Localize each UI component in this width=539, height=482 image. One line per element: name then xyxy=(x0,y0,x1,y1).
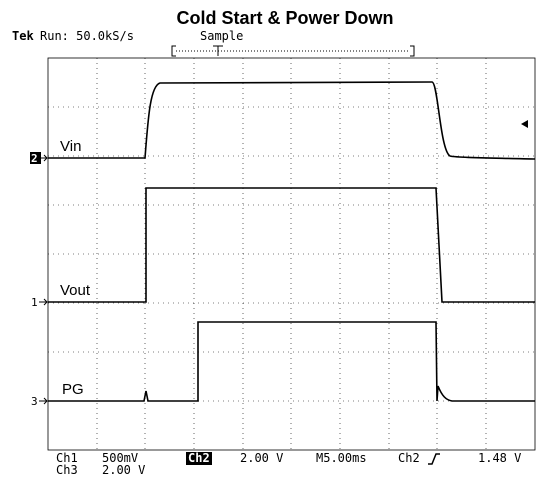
footer-text: 2.00 V xyxy=(240,451,283,465)
footer-text: 500mV xyxy=(102,451,138,465)
footer-text: 1.48 V xyxy=(478,451,521,465)
graticule xyxy=(47,57,536,451)
footer-text: Ch2 xyxy=(188,451,210,465)
footer-text: M5.00ms xyxy=(316,451,367,465)
ch2-box xyxy=(186,452,212,465)
channel-marker-box xyxy=(30,152,41,164)
trace-label: PG xyxy=(62,381,84,398)
mode: Sample xyxy=(200,29,243,43)
trace-pg xyxy=(48,321,535,402)
title: Cold Start & Power Down xyxy=(176,8,393,28)
record-bracket xyxy=(171,45,415,57)
footer-text: Ch3 xyxy=(56,463,78,477)
brand: Tek xyxy=(12,29,34,43)
trigger-slope-icon xyxy=(428,453,440,465)
channel-marker: 1 xyxy=(31,296,38,309)
trace-vin xyxy=(48,81,536,160)
trace-label: Vout xyxy=(60,282,91,299)
marker-arrow xyxy=(39,397,48,405)
trigger-level-marker xyxy=(521,120,528,128)
status: Run: 50.0kS/s xyxy=(40,29,134,43)
marker-arrow xyxy=(41,154,48,162)
trace-label: Vin xyxy=(60,138,81,155)
footer-text: Ch1 xyxy=(56,451,78,465)
trace-vout xyxy=(48,187,535,303)
footer-text: 2.00 V xyxy=(102,463,145,477)
marker-arrow xyxy=(39,298,48,306)
channel-marker: 3 xyxy=(31,395,38,408)
channel-marker: 2 xyxy=(31,152,38,165)
footer-text: Ch2 xyxy=(398,451,420,465)
